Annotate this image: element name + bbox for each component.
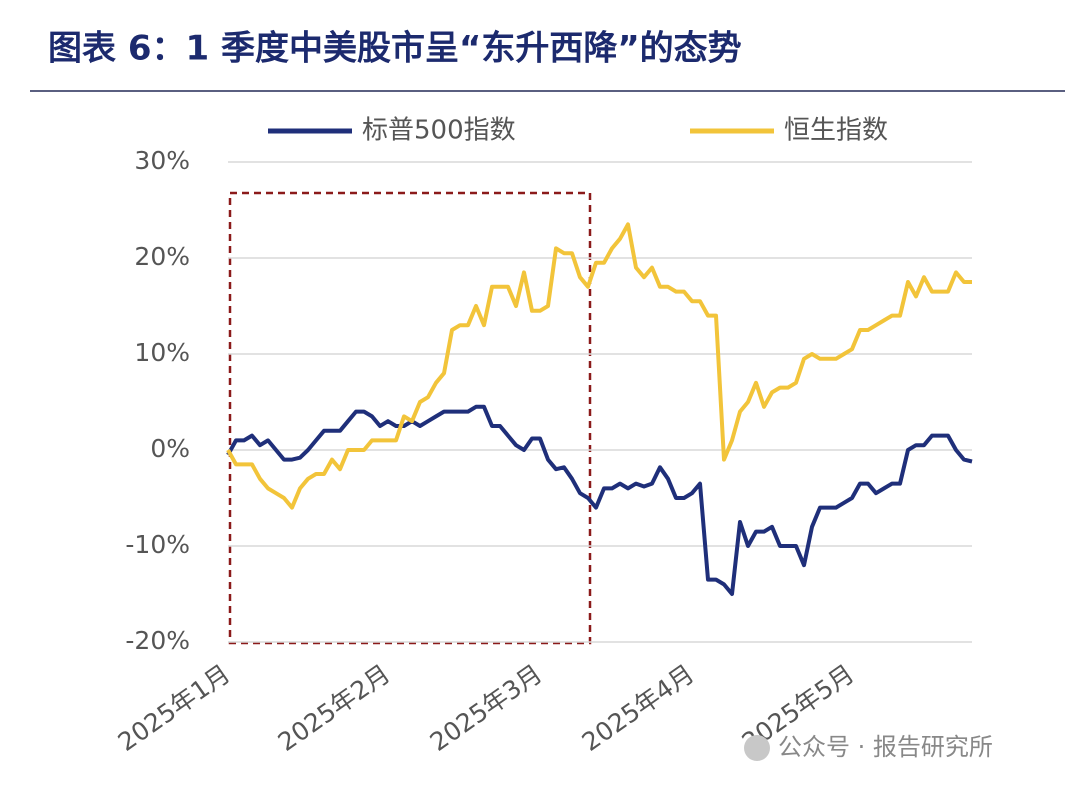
series-line	[226, 222, 972, 510]
legend-label: 标普500指数	[362, 116, 516, 146]
y-tick-label: 20%	[134, 242, 190, 271]
y-tick-label: -10%	[125, 530, 190, 559]
legend-label: 恒生指数	[784, 116, 888, 146]
x-tick-label: 2025年3月	[425, 659, 548, 757]
x-tick-label: 2025年2月	[273, 659, 396, 757]
series-line	[226, 404, 973, 596]
plot: -20% -10% 0% 10% 20% 30% 2025年1月 2025年2月 2025年3月…	[113, 116, 973, 757]
chart-title: 图表 6：1 季度中美股市呈“东升西降”的态势	[48, 29, 742, 69]
y-tick-label: 10%	[134, 338, 190, 367]
highlight-box	[228, 191, 592, 645]
y-tick-label: -20%	[125, 626, 190, 655]
watermark: 公众号 · 报告研究所	[778, 733, 993, 761]
watermark-icon	[744, 735, 770, 761]
x-tick-label: 2025年1月	[113, 659, 236, 757]
y-tick-label: 30%	[134, 146, 190, 175]
y-tick-label: 0%	[150, 434, 190, 463]
x-tick-label: 2025年4月	[577, 659, 700, 757]
